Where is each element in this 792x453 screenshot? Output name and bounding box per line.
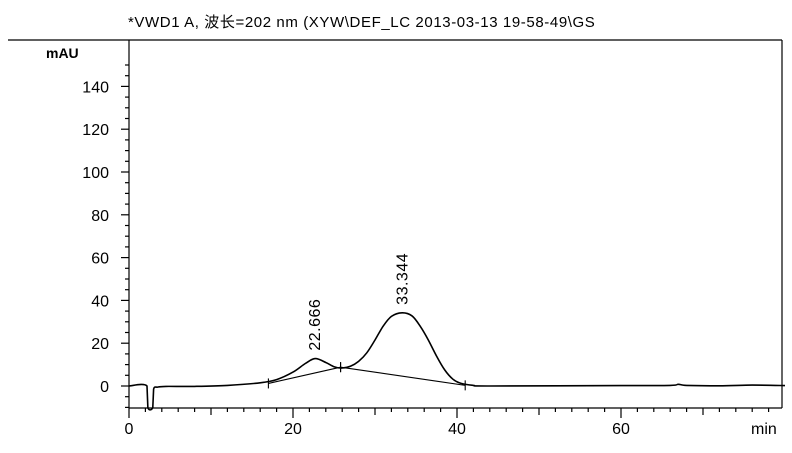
peak-label: 22.666 <box>307 299 324 351</box>
signal-trace <box>129 313 785 410</box>
y-tick-label: 80 <box>91 208 109 225</box>
x-tick-label: 60 <box>612 421 630 438</box>
y-tick-label: 140 <box>82 79 109 96</box>
baseline-segment <box>341 367 466 385</box>
y-axis-label: mAU <box>46 45 79 61</box>
y-tick-label: 120 <box>82 122 109 139</box>
integration-baselines <box>268 362 465 390</box>
y-tick-label: 100 <box>82 165 109 182</box>
y-tick-label: 20 <box>91 336 109 353</box>
plot-frame <box>8 40 782 408</box>
chart-title: *VWD1 A, 波长=202 nm (XYW\DEF_LC 2013-03-1… <box>128 14 595 31</box>
x-axis-ticks: 0 20 40 60 <box>125 408 769 438</box>
x-tick-label: 0 <box>125 421 134 438</box>
x-axis-label: min <box>751 421 777 438</box>
y-tick-label: 0 <box>100 379 109 396</box>
x-tick-label: 20 <box>284 421 302 438</box>
y-tick-label: 40 <box>91 293 109 310</box>
x-tick-label: 40 <box>448 421 466 438</box>
peak-labels: 22.666 33.344 <box>307 253 412 351</box>
y-axis-ticks: 0 20 40 60 80 100 120 140 <box>82 65 129 407</box>
y-tick-label: 60 <box>91 251 109 268</box>
peak-label: 33.344 <box>394 253 411 305</box>
signal-line <box>129 313 785 410</box>
baseline-segment <box>268 367 340 383</box>
